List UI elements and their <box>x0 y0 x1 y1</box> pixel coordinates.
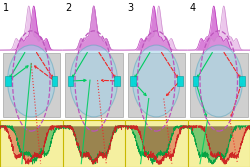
FancyBboxPatch shape <box>68 76 73 86</box>
FancyBboxPatch shape <box>65 53 122 117</box>
FancyBboxPatch shape <box>5 76 10 86</box>
Ellipse shape <box>132 45 180 117</box>
Text: 4: 4 <box>190 3 196 13</box>
Ellipse shape <box>195 45 242 117</box>
FancyBboxPatch shape <box>128 53 185 117</box>
FancyBboxPatch shape <box>190 53 248 117</box>
Text: 3: 3 <box>128 3 134 13</box>
FancyBboxPatch shape <box>240 76 245 86</box>
FancyBboxPatch shape <box>2 53 60 117</box>
FancyBboxPatch shape <box>125 120 188 167</box>
FancyBboxPatch shape <box>130 76 136 86</box>
FancyBboxPatch shape <box>188 120 250 167</box>
FancyBboxPatch shape <box>192 76 198 86</box>
Ellipse shape <box>70 45 117 117</box>
Text: 2: 2 <box>65 3 71 13</box>
Text: 1: 1 <box>2 3 8 13</box>
FancyBboxPatch shape <box>62 120 125 167</box>
FancyBboxPatch shape <box>52 76 58 86</box>
Ellipse shape <box>8 45 55 117</box>
FancyBboxPatch shape <box>114 76 120 86</box>
FancyBboxPatch shape <box>0 120 62 167</box>
FancyBboxPatch shape <box>177 76 182 86</box>
